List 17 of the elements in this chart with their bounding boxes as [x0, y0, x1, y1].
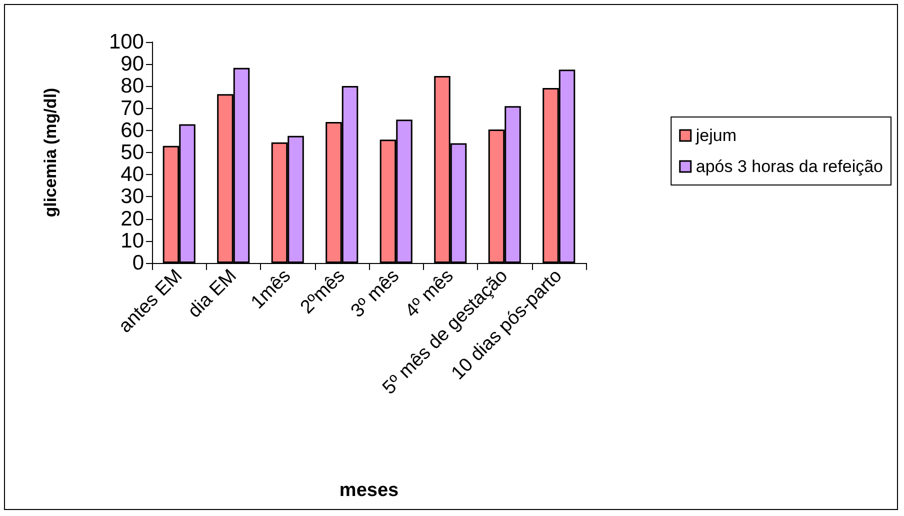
y-tick-label: 50 — [120, 141, 144, 164]
x-tick-label: dia EM — [184, 266, 241, 322]
legend-label: jejum — [694, 126, 736, 145]
x-axis-title: meses — [339, 480, 399, 501]
y-axis-title: glicemia (mg/dl) — [41, 88, 60, 218]
y-tick-label: 90 — [120, 52, 144, 76]
y-tick-label: 30 — [120, 185, 144, 208]
y-tick-label: 70 — [120, 96, 144, 120]
y-tick-label: 80 — [120, 74, 144, 98]
y-tick-label: 20 — [120, 207, 144, 230]
y-tick-label: 40 — [120, 163, 144, 186]
y-tick-label: 60 — [120, 118, 144, 142]
y-tick-label: 100 — [108, 30, 144, 54]
y-tick-label: 10 — [120, 229, 144, 252]
x-tick-label: 3º mês — [347, 266, 404, 322]
legend-label: após 3 horas da refeição — [696, 157, 883, 176]
y-tick-label: 0 — [132, 252, 144, 274]
